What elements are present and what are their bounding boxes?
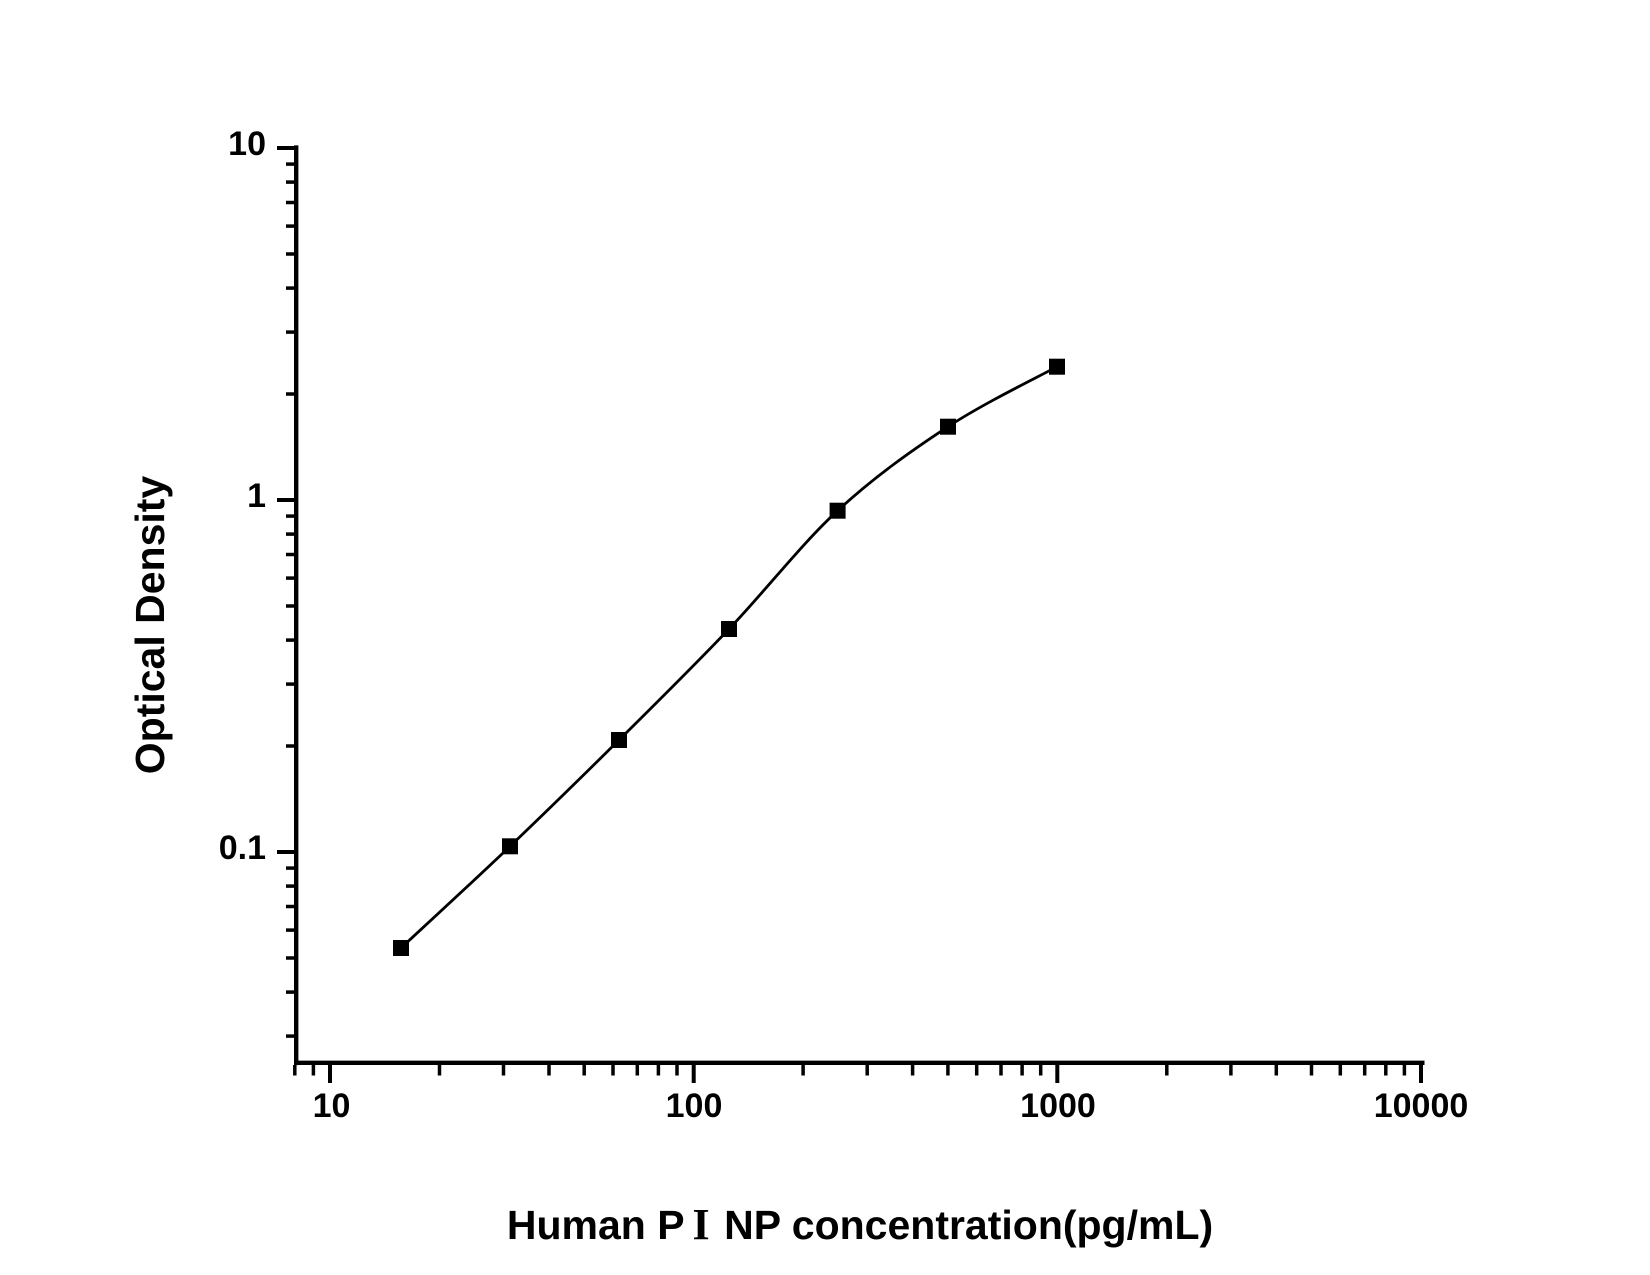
svg-text:10: 10 [228,125,266,163]
svg-text:0.1: 0.1 [219,829,266,867]
svg-text:100: 100 [666,1087,723,1125]
svg-text:1: 1 [247,477,266,515]
svg-text:Optical Density: Optical Density [127,476,173,775]
svg-text:1000: 1000 [1020,1087,1096,1125]
svg-text:10000: 10000 [1374,1087,1469,1125]
svg-text:10: 10 [313,1087,351,1125]
